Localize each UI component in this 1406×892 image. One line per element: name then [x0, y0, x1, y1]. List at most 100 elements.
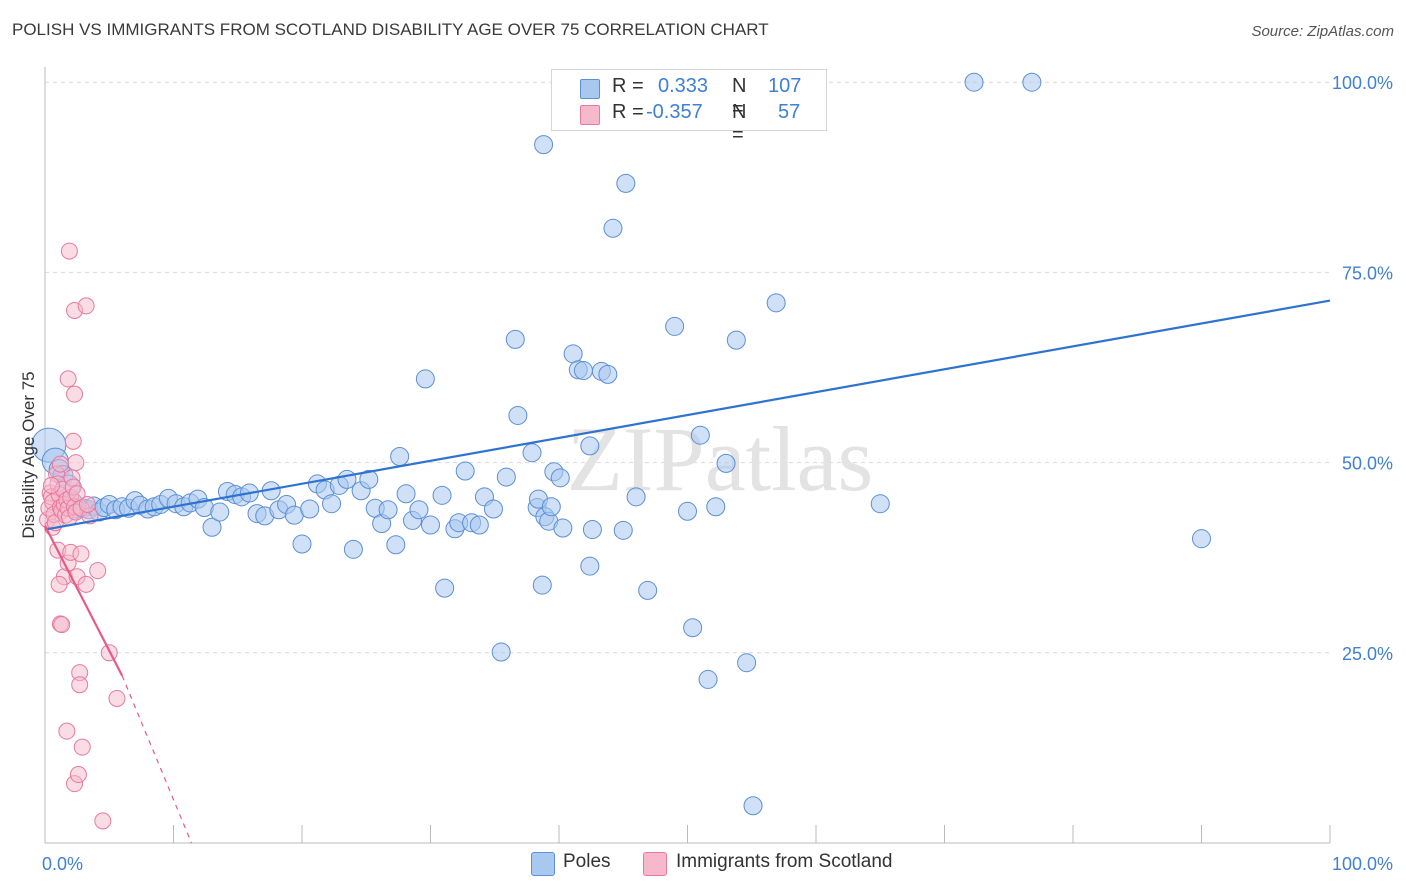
y-tick-label: 25.0% [1342, 644, 1393, 664]
scotland-point [94, 812, 112, 830]
y-tick-label: 100.0% [1332, 73, 1393, 93]
poles-point [202, 517, 222, 537]
source-label: Source: ZipAtlas.com [1251, 23, 1394, 40]
scotland-point [59, 370, 77, 388]
scotland-point [72, 545, 90, 563]
poles-point [726, 330, 746, 350]
poles-point [678, 501, 697, 521]
scotland-trend-extension [121, 675, 193, 844]
poles-point [415, 369, 435, 389]
scotland-point [69, 766, 87, 784]
scotland-point [66, 385, 84, 403]
y-axis-label: Disability Age Over 75 [19, 371, 38, 538]
poles-point [508, 405, 528, 425]
poles-point [292, 534, 312, 554]
poles-point [766, 293, 786, 313]
poles-point [683, 618, 703, 638]
poles-point [505, 329, 525, 349]
poles-point [469, 515, 489, 535]
poles-point [386, 535, 406, 555]
poles-point [580, 556, 600, 576]
poles-point [613, 520, 633, 540]
poles-point [563, 344, 583, 364]
poles-point [421, 515, 440, 535]
poles-point [359, 469, 379, 489]
poles-point [496, 467, 516, 487]
legend-swatch-scotland [580, 105, 600, 125]
poles-point [573, 361, 593, 381]
poles-point [616, 173, 636, 193]
poles-point [716, 453, 736, 473]
poles-point [665, 316, 685, 336]
bottom-legend-swatch-scotland [643, 852, 667, 876]
poles-point [210, 502, 230, 522]
scotland-point [78, 495, 96, 513]
poles-point [550, 468, 570, 488]
scotland-point [42, 476, 60, 494]
poles-point [483, 499, 503, 519]
grid [45, 81, 1330, 654]
poles-point [455, 461, 475, 481]
scotland-point [58, 722, 76, 740]
scotland-point [77, 575, 95, 593]
legend-n-value-poles: 107 [768, 75, 802, 97]
poles-point [964, 72, 984, 92]
poles-point [409, 500, 429, 520]
scotland-point [77, 297, 95, 315]
y-tick-label: 75.0% [1342, 263, 1393, 283]
poles-point [598, 364, 618, 384]
y-tick-labels: 25.0% 50.0% 75.0% 100.0% [1332, 73, 1393, 664]
x-tick-labels: 0.0% 100.0% [42, 854, 1393, 874]
poles-trend-line [44, 299, 1331, 531]
poles-point [706, 497, 726, 517]
poles-point [343, 539, 363, 559]
x-tick-label: 0.0% [42, 854, 83, 874]
poles-point [378, 500, 398, 520]
poles-point [870, 494, 890, 514]
trend-lines [44, 299, 1331, 844]
poles-point [390, 447, 410, 467]
legend-r-label: R = [612, 101, 644, 123]
poles-point [580, 436, 600, 456]
poles-point [300, 499, 320, 519]
poles-point [690, 425, 710, 445]
scotland-point [53, 616, 71, 634]
legend-n-value-scotland: 57 [778, 101, 801, 123]
poles-point [743, 796, 763, 816]
poles-point [582, 520, 602, 540]
poles-point [626, 487, 646, 507]
poles-point [698, 669, 718, 689]
chart-title: POLISH VS IMMIGRANTS FROM SCOTLAND DISAB… [12, 20, 769, 39]
legend-swatch-poles [580, 79, 600, 99]
scotland-point [89, 562, 107, 580]
scotland-point [71, 676, 89, 694]
legend-r-label: R = [612, 75, 644, 97]
poles-point [1022, 72, 1042, 92]
poles-point [396, 484, 416, 504]
legend-n-label: N = [732, 101, 747, 146]
scotland-point [60, 242, 78, 260]
poles-point [1192, 529, 1211, 549]
poles-point [603, 218, 623, 238]
legend-r-value-poles: 0.333 [658, 75, 709, 97]
poles-point [553, 518, 573, 538]
poles-point [541, 497, 561, 517]
poles-point [322, 494, 342, 514]
poles-point [737, 653, 757, 673]
poles-point [638, 580, 658, 600]
poles-point [532, 575, 552, 595]
poles-point [432, 485, 452, 505]
scotland-point [51, 455, 69, 473]
poles-point [435, 578, 455, 598]
y-tick-label: 50.0% [1342, 454, 1393, 474]
poles-point [522, 443, 542, 463]
scotland-point [67, 454, 85, 472]
scotland-point [108, 689, 126, 707]
scotland-point [64, 432, 82, 450]
scotland-series [39, 242, 126, 830]
poles-point [534, 135, 554, 155]
bottom-legend-scotland: Immigrants from Scotland [676, 851, 893, 872]
legend-box: R = 0.333 N = 107 R = -0.357 N = 57 [551, 69, 827, 146]
poles-point [491, 642, 511, 662]
